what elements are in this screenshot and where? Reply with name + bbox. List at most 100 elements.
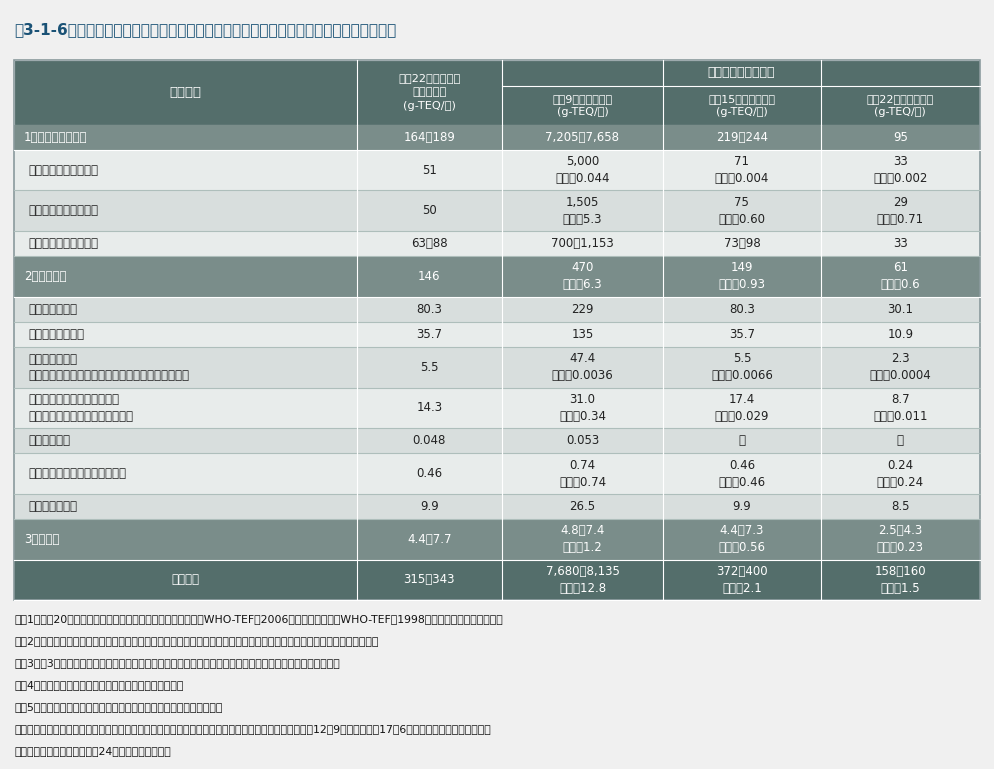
- Text: 1　廃棄物処理分野: 1 廃棄物処理分野: [24, 131, 87, 144]
- Text: （参考）推計排出量: （参考）推計排出量: [707, 66, 774, 79]
- Text: 0.048: 0.048: [413, 434, 446, 448]
- Text: 30.1: 30.1: [888, 303, 913, 316]
- Bar: [14, 428, 980, 454]
- Text: 2　産業分野: 2 産業分野: [24, 270, 67, 283]
- Text: 平成22年における量
(g-TEQ/年): 平成22年における量 (g-TEQ/年): [867, 94, 934, 117]
- Text: 17.4
「水」0.029: 17.4 「水」0.029: [715, 393, 769, 423]
- Text: 51: 51: [421, 164, 436, 177]
- Text: 8.5: 8.5: [891, 500, 910, 513]
- Text: 3　「3　その他」は火葬場、たばこの煙、自動車排出ガス、下水道終末処理施設及び最終処分場である。: 3 「3 その他」は火葬場、たばこの煙、自動車排出ガス、下水道終末処理施設及び最…: [14, 658, 340, 668]
- Text: 31.0
「水」0.34: 31.0 「水」0.34: [559, 393, 606, 423]
- Text: 平成9年における量
(g-TEQ/年): 平成9年における量 (g-TEQ/年): [553, 94, 612, 117]
- Text: 9.9: 9.9: [420, 500, 438, 513]
- Text: 平成22年における
削減目標量
(g-TEQ/年): 平成22年における 削減目標量 (g-TEQ/年): [399, 73, 460, 112]
- Text: 注：1　平成20年の排出量は可能な範囲で毒性等価係数としてWHO-TEF（2006）を、それ以外はWHO-TEF（1998）を用いた値で表示した。: 注：1 平成20年の排出量は可能な範囲で毒性等価係数としてWHO-TEF（200…: [14, 614, 503, 624]
- Text: 7,205～7,658: 7,205～7,658: [546, 131, 619, 144]
- Text: 75
「水」0.60: 75 「水」0.60: [719, 195, 765, 225]
- Text: 資料：「我が国における事業活動に伴い排出されるダイオキシン類の量を削減するための計画」（平成12年9月制定、平成17年6月変更）、「ダイオキシン類: 資料：「我が国における事業活動に伴い排出されるダイオキシン類の量を削減するための…: [14, 724, 491, 734]
- Text: 14.3: 14.3: [416, 401, 442, 414]
- Text: 3　その他: 3 その他: [24, 533, 60, 546]
- Text: 表3-1-6　我が国におけるダイオキシン類の事業分野別の推計排出量に関する削減目標量: 表3-1-6 我が国におけるダイオキシン類の事業分野別の推計排出量に関する削減目…: [14, 22, 397, 37]
- Bar: [14, 60, 980, 125]
- Text: 0.053: 0.053: [566, 434, 599, 448]
- Bar: [14, 560, 980, 600]
- Text: －: －: [739, 434, 746, 448]
- Bar: [14, 322, 980, 347]
- Text: 47.4
「水」0.0036: 47.4 「水」0.0036: [552, 352, 613, 382]
- Text: の排出量の目録」（平成24年）より環境省作成: の排出量の目録」（平成24年）より環境省作成: [14, 746, 171, 756]
- Text: 4.4～7.3
「水」0.56: 4.4～7.3 「水」0.56: [719, 524, 765, 554]
- Text: 5　表中の「－」とは、当該年に稼働実績がなかったことを示す。: 5 表中の「－」とは、当該年に稼働実績がなかったことを示す。: [14, 702, 223, 712]
- Text: 149
「水」0.93: 149 「水」0.93: [719, 261, 765, 291]
- Text: 219～244: 219～244: [716, 131, 768, 144]
- Text: 7,680～8,135
「水」12.8: 7,680～8,135 「水」12.8: [546, 564, 619, 594]
- Text: ⑵産業廃棄物焼却施設: ⑵産業廃棄物焼却施設: [28, 205, 98, 217]
- Text: 80.3: 80.3: [416, 303, 442, 316]
- Text: 61
「水」0.6: 61 「水」0.6: [881, 261, 920, 291]
- Text: ⑶亜鉛回収施設
　（焙焼炉、焼結炉、溶鉱炉、溶解炉及び乾燥炉）: ⑶亜鉛回収施設 （焙焼炉、焼結炉、溶鉱炉、溶解炉及び乾燥炉）: [28, 353, 189, 382]
- Text: ⑶小型廃棄物焼却炉等: ⑶小型廃棄物焼却炉等: [28, 237, 98, 250]
- Text: 71
「水」0.004: 71 「水」0.004: [715, 155, 769, 185]
- Bar: [14, 231, 980, 256]
- Text: 33
「水」0.002: 33 「水」0.002: [873, 155, 927, 185]
- Text: 5.5
「水」0.0066: 5.5 「水」0.0066: [711, 352, 772, 382]
- Text: 315～343: 315～343: [404, 573, 455, 586]
- Bar: [14, 125, 980, 150]
- Bar: [14, 256, 980, 297]
- Text: 2.3
「水」0.0004: 2.3 「水」0.0004: [870, 352, 931, 382]
- Text: 372～400
「水」2.1: 372～400 「水」2.1: [716, 564, 767, 594]
- Text: 0.46
「水」0.46: 0.46 「水」0.46: [719, 458, 765, 488]
- Text: 4　表中の「水」とは、水への排出（内数）を示す。: 4 表中の「水」とは、水への排出（内数）を示す。: [14, 680, 183, 690]
- Text: 63～88: 63～88: [412, 237, 447, 250]
- Text: －: －: [897, 434, 904, 448]
- Text: 平成15年における量
(g-TEQ/年): 平成15年における量 (g-TEQ/年): [709, 94, 775, 117]
- Text: 164～189: 164～189: [404, 131, 455, 144]
- Bar: [14, 347, 980, 388]
- Text: 4.4～7.7: 4.4～7.7: [408, 533, 451, 546]
- Text: 5,000
「水」0.044: 5,000 「水」0.044: [556, 155, 609, 185]
- Bar: [14, 150, 980, 191]
- Text: ⑺その他の施設: ⑺その他の施設: [28, 500, 77, 513]
- Text: ⑸銅回収施設: ⑸銅回収施設: [28, 434, 70, 448]
- Text: 35.7: 35.7: [729, 328, 754, 341]
- Text: 9.9: 9.9: [733, 500, 751, 513]
- Bar: [14, 60, 980, 125]
- Bar: [14, 60, 980, 600]
- Text: ⑹パルプ製造施設（漂白工程）: ⑹パルプ製造施設（漂白工程）: [28, 467, 126, 480]
- Text: 0.24
「水」0.24: 0.24 「水」0.24: [877, 458, 923, 488]
- Text: 合　　計: 合 計: [172, 573, 200, 586]
- Bar: [14, 388, 980, 428]
- Text: 2.5～4.3
「水」0.23: 2.5～4.3 「水」0.23: [877, 524, 923, 554]
- Text: 26.5: 26.5: [570, 500, 595, 513]
- Text: ⑴製鋼用電気炉: ⑴製鋼用電気炉: [28, 303, 77, 316]
- Text: 10.9: 10.9: [888, 328, 913, 341]
- Text: 158～160
「水」1.5: 158～160 「水」1.5: [875, 564, 926, 594]
- Text: 73～98: 73～98: [724, 237, 760, 250]
- Text: ⑷アルミニウム合金製造施設
　（焙焼炉、溶解炉及び乾燥炉）: ⑷アルミニウム合金製造施設 （焙焼炉、溶解炉及び乾燥炉）: [28, 393, 133, 423]
- Text: 33: 33: [893, 237, 908, 250]
- Bar: [14, 297, 980, 322]
- Text: 2　削減目標量は、排出ガス及び排水中のダイオキシン類削減措置を講じた後の排出量を年間の排出量として表した値。: 2 削減目標量は、排出ガス及び排水中のダイオキシン類削減措置を講じた後の排出量を…: [14, 636, 379, 646]
- Text: 5.5: 5.5: [420, 361, 438, 374]
- Bar: [14, 519, 980, 560]
- Text: ⑴一般廃棄物焼却施設: ⑴一般廃棄物焼却施設: [28, 164, 98, 177]
- Text: 95: 95: [893, 131, 908, 144]
- Text: 50: 50: [422, 205, 436, 217]
- Text: 470
「水」6.3: 470 「水」6.3: [563, 261, 602, 291]
- Text: 1,505
「水」5.3: 1,505 「水」5.3: [563, 195, 602, 225]
- Text: 700～1,153: 700～1,153: [551, 237, 614, 250]
- Bar: [14, 191, 980, 231]
- Text: 135: 135: [572, 328, 593, 341]
- Bar: [14, 454, 980, 494]
- Text: 事業分野: 事業分野: [169, 86, 202, 99]
- Text: 0.74
「水」0.74: 0.74 「水」0.74: [559, 458, 606, 488]
- Text: 4.8～7.4
「水」1.2: 4.8～7.4 「水」1.2: [561, 524, 604, 554]
- Bar: [14, 494, 980, 519]
- Text: 35.7: 35.7: [416, 328, 442, 341]
- Text: 29
「水」0.71: 29 「水」0.71: [877, 195, 923, 225]
- Text: ⑵鉄鋼業焼結施設: ⑵鉄鋼業焼結施設: [28, 328, 84, 341]
- Text: 80.3: 80.3: [729, 303, 754, 316]
- Text: 0.46: 0.46: [416, 467, 442, 480]
- Text: 229: 229: [572, 303, 593, 316]
- Text: 146: 146: [418, 270, 440, 283]
